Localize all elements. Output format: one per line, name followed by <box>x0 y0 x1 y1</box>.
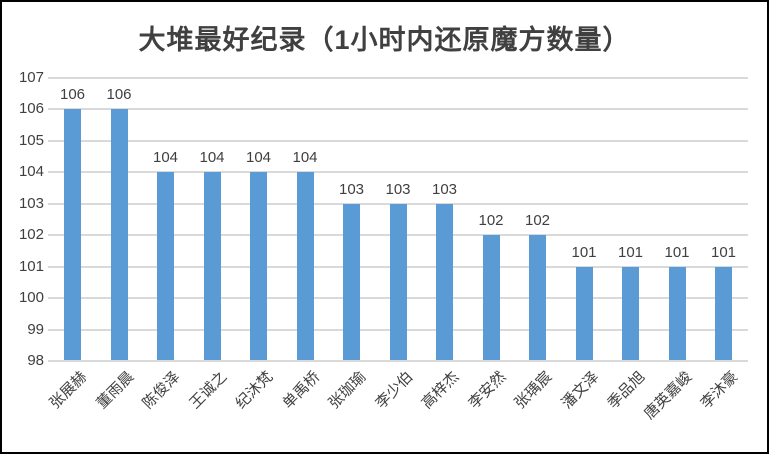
chart-title: 大堆最好纪录（1小时内还原魔方数量） <box>138 25 631 55</box>
x-axis-category-label: 王诚之 <box>186 368 231 413</box>
bar <box>715 266 732 360</box>
bar-value-label: 101 <box>710 243 737 261</box>
gridline <box>48 77 748 79</box>
bar <box>250 172 267 360</box>
x-axis-category-label: 陈俊泽 <box>139 368 184 413</box>
bar-value-label: 103 <box>385 180 411 198</box>
x-axis-category-label: 李少伯 <box>372 368 417 413</box>
x-axis-line <box>48 360 748 362</box>
bar <box>575 266 593 360</box>
bar-value-label: 104 <box>245 149 272 167</box>
x-axis-category-label: 唐英嘉峻 <box>640 368 696 423</box>
bar-value-label: 106 <box>106 86 132 104</box>
y-axis-tick-label: 101 <box>18 257 44 275</box>
x-axis-category-label: 张瑀宸 <box>511 368 556 413</box>
bar <box>157 172 174 360</box>
bar <box>389 203 407 360</box>
bar-value-label: 104 <box>152 149 179 167</box>
bar <box>343 203 360 360</box>
gridline <box>48 139 748 142</box>
bar <box>64 109 81 360</box>
bar-value-label: 102 <box>524 212 551 230</box>
bar-value-label: 104 <box>292 149 318 167</box>
bar <box>110 109 128 360</box>
x-axis-category-label: 高梓杰 <box>418 368 463 413</box>
y-axis-tick-label: 105 <box>18 131 44 149</box>
bar <box>203 172 221 360</box>
bar-value-label: 102 <box>478 212 504 230</box>
y-axis-tick-label: 99 <box>27 320 44 338</box>
x-axis-category-label: 董雨晨 <box>93 368 138 413</box>
y-axis-tick-label: 103 <box>18 194 44 212</box>
bar <box>668 266 686 360</box>
bar-value-label: 101 <box>617 243 644 261</box>
y-axis-tick-label: 102 <box>18 226 44 244</box>
x-axis-category-label: 单禹桥 <box>279 368 324 413</box>
bar-value-label: 103 <box>338 180 365 198</box>
bar <box>622 266 639 360</box>
bar <box>436 203 453 360</box>
y-axis-tick-label: 100 <box>18 289 44 307</box>
y-axis-tick-label: 106 <box>18 100 44 118</box>
x-axis-category-label: 纪沐梵 <box>232 368 277 413</box>
x-axis-category-label: 李沐豪 <box>697 368 742 413</box>
x-axis-category-label: 季品旭 <box>604 368 649 413</box>
x-axis-category-label: 张展赫 <box>46 368 91 413</box>
bar-value-label: 101 <box>664 243 690 261</box>
bar <box>482 235 500 360</box>
y-axis-tick-label: 98 <box>27 352 44 369</box>
bar <box>296 172 314 360</box>
bar-value-label: 106 <box>59 86 86 104</box>
bar-value-label: 103 <box>431 180 458 198</box>
x-axis-category-label: 潘文泽 <box>558 368 603 413</box>
y-axis-tick-label: 104 <box>18 163 44 181</box>
gridline <box>48 108 748 111</box>
gridline <box>48 171 748 174</box>
y-axis-tick-label: 107 <box>18 69 44 86</box>
x-axis-category-label: 张珈瑜 <box>325 368 370 413</box>
bar-value-label: 104 <box>199 149 225 167</box>
x-axis-category-label: 李安然 <box>465 368 510 413</box>
bar-value-label: 101 <box>571 243 597 261</box>
bar <box>529 235 546 360</box>
